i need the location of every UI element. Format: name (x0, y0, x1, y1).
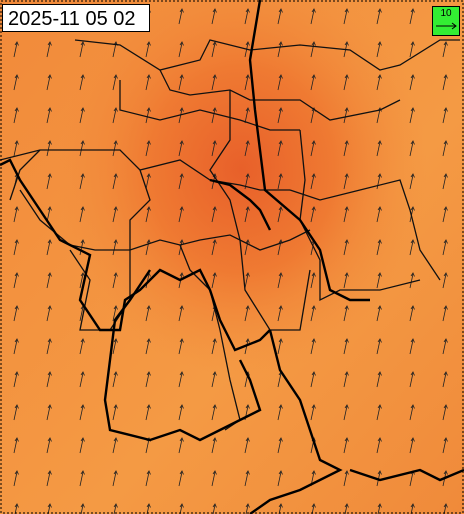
timestamp: 2025-11 05 02 (2, 4, 150, 32)
wind-legend: 10 (432, 6, 460, 36)
legend-arrow (436, 22, 457, 30)
legend-label: 10 (440, 8, 452, 19)
